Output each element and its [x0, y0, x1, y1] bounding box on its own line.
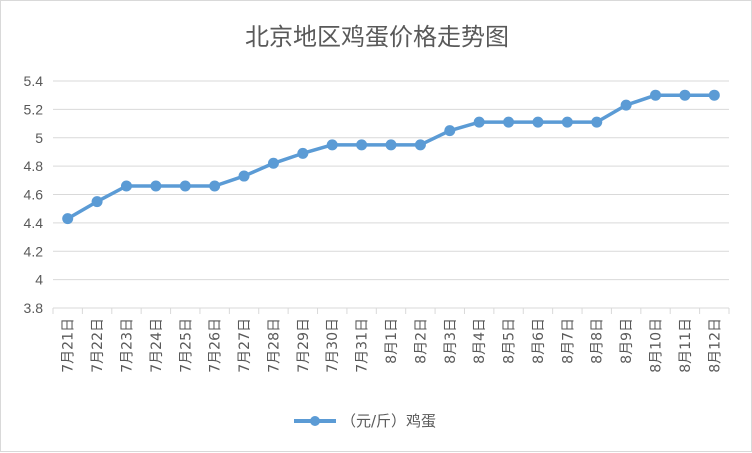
data-point	[620, 99, 632, 111]
x-tick-label: 8月7日	[560, 318, 576, 364]
data-point	[179, 180, 191, 192]
data-point	[356, 139, 368, 151]
series-line	[66, 93, 715, 221]
x-axis: 7月21日 7月22日 7月23日 7月24日 7月25日 7月26日 7月27日 7月28日…	[52, 307, 730, 373]
data-point	[473, 116, 485, 128]
legend-point-marker	[310, 416, 320, 426]
x-tick-label: 7月22日	[90, 318, 106, 373]
data-point	[414, 139, 426, 151]
x-tick-label: 8月10日	[649, 318, 665, 373]
y-tick-label: 5.4	[24, 73, 44, 89]
x-tick-label: 7月26日	[208, 318, 224, 373]
x-tick-label: 8月3日	[443, 318, 459, 364]
data-point	[532, 116, 544, 128]
data-point	[150, 180, 162, 192]
x-tick-label: 7月25日	[178, 318, 194, 373]
y-tick-label: 4.4	[24, 215, 44, 231]
series-egg	[62, 89, 720, 225]
y-tick-label: 4.2	[24, 243, 44, 259]
x-tick-label: 8月2日	[413, 318, 429, 364]
data-point	[209, 180, 221, 192]
data-point	[297, 147, 309, 159]
y-tick-label: 5	[35, 130, 43, 146]
data-point	[679, 89, 691, 101]
data-point	[650, 89, 662, 101]
x-tick-label: 7月27日	[237, 318, 253, 373]
x-tick-label: 8月12日	[707, 318, 723, 373]
x-tick-label: 7月30日	[325, 318, 341, 373]
x-tick-label: 8月8日	[590, 318, 606, 364]
x-tick-label: 8月11日	[678, 318, 694, 373]
x-tick-label: 8月4日	[472, 318, 488, 364]
data-point	[708, 89, 720, 101]
data-point	[444, 125, 456, 137]
data-point	[561, 116, 573, 128]
legend: （元/斤）鸡蛋	[294, 412, 436, 430]
x-tick-label: 8月6日	[531, 318, 547, 364]
data-point	[267, 157, 279, 169]
y-tick-label: 5.2	[24, 101, 44, 117]
data-point	[326, 139, 338, 151]
y-tick-label: 4.8	[24, 158, 44, 174]
x-tick-label: 8月5日	[502, 318, 518, 364]
data-point	[62, 213, 74, 225]
x-tick-label: 7月23日	[119, 318, 135, 373]
y-tick-label: 3.8	[24, 300, 44, 316]
y-tick-label: 4	[35, 272, 43, 288]
x-tick-label: 8月1日	[384, 318, 400, 364]
x-tick-label: 7月21日	[61, 318, 77, 373]
x-tick-label: 7月24日	[149, 318, 165, 373]
data-point	[385, 139, 397, 151]
data-point	[503, 116, 515, 128]
x-tick-label: 7月29日	[296, 318, 312, 373]
x-tick-label: 7月28日	[266, 318, 282, 373]
x-tick-label: 7月31日	[355, 318, 371, 373]
data-point	[91, 196, 103, 208]
data-point	[238, 170, 250, 182]
data-point	[591, 116, 603, 128]
gridlines	[53, 80, 729, 309]
x-tick-label: 8月9日	[619, 318, 635, 364]
y-axis-ticks: 3.8 4 4.2 4.4 4.6 4.8 5 5.2 5.4	[24, 73, 44, 316]
legend-label: （元/斤）鸡蛋	[341, 412, 436, 430]
data-point	[120, 180, 132, 192]
chart-title: 北京地区鸡蛋价格走势图	[245, 23, 509, 51]
y-tick-label: 4.6	[24, 187, 44, 203]
